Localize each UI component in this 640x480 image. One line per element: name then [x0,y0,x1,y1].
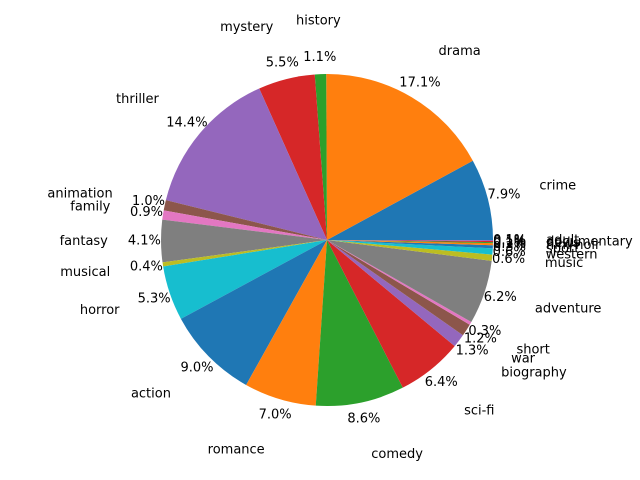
slice-label-family: family [70,199,110,214]
pie-slice-mystery [259,74,327,240]
slice-label-animation: animation [47,187,112,202]
pct-label-sci-fi: 6.4% [425,375,458,390]
percentage-labels: 7.9% 17.1% 1.1% 5.5% 14.4% 1.0%0.9% 4.1% 0.4% 5.… [128,50,526,426]
pct-label-documentary: 0.1% [493,234,526,249]
pie-slice-horror [163,240,327,319]
pct-label-crime: 7.9% [487,188,520,203]
slice-label-film-noir: film-noir [546,238,601,253]
pct-label-news: 0.1% [493,235,526,250]
slice-label-biography: biography [501,366,567,381]
slice-label-horror: horror [80,303,120,318]
pct-label-family: 0.9% [130,205,163,220]
slice-label-adventure: adventure [535,302,602,317]
pie-slice-animation [163,200,327,240]
pie-slice-family [162,210,327,240]
pie-slice-documentary [327,240,493,243]
slice-label-war: war [511,351,536,366]
pie-slice-musical [162,240,327,267]
pie-slice-drama [326,74,473,240]
pct-label-sport: 0.3% [493,240,526,255]
slice-label-drama: drama [439,44,481,59]
slice-label-music: music [545,256,583,271]
slice-label-short: short [516,343,549,358]
pie-slice-biography [327,240,463,347]
pie-slice-thriller [165,88,327,240]
category-labels: crime drama history mystery thriller animatio… [47,14,633,463]
pct-label-drama: 17.1% [399,75,440,90]
slice-label-musical: musical [60,265,110,280]
pie-slice-history [314,74,327,240]
pct-label-music: 0.6% [492,252,525,267]
pct-label-western: 0.6% [493,245,526,260]
pie-slice-music [327,240,493,261]
pie-slice-comedy [315,240,403,406]
pct-label-history: 1.1% [303,50,336,65]
slice-label-action: action [131,386,171,401]
pct-label-romance: 7.0% [259,408,292,423]
slice-label-sport: sport [546,241,579,256]
pct-label-adventure: 6.2% [484,290,517,305]
pct-label-fantasy: 4.1% [128,234,161,249]
pct-label-film-noir: 0.2% [493,237,526,252]
pct-label-thriller: 14.4% [166,115,207,130]
slice-label-history: history [296,14,341,29]
slice-label-thriller: thriller [116,92,160,107]
pct-label-comedy: 8.6% [347,411,380,426]
pct-label-musical: 0.4% [130,259,163,274]
pie-slice-news [327,240,493,244]
slice-label-news: news [546,236,580,251]
pie-slice-sci-fi [327,240,455,388]
slice-label-crime: crime [539,179,576,194]
pct-label-war: 1.2% [464,332,497,347]
pie-slice-war [327,240,470,336]
pie-slice-western [327,240,493,255]
pie-slice-crime [327,160,493,240]
slice-label-sci-fi: sci-fi [464,403,494,418]
pct-label-animation: 1.0% [132,194,165,209]
slice-label-western: western [546,248,598,263]
slice-label-mystery: mystery [220,20,274,35]
pct-label-short: 0.3% [468,324,501,339]
pct-label-adult: 0.1% [493,233,526,248]
pie-slice-film-noir [327,240,493,246]
pie-slice-short [327,240,472,325]
pct-label-horror: 5.3% [138,291,171,306]
pie-wedges [160,74,493,406]
pie-slice-action [180,240,327,385]
slice-label-romance: romance [208,443,265,458]
pie-slice-adventure [327,240,492,323]
pie-slice-fantasy [160,219,327,263]
pct-label-biography: 1.3% [456,343,489,358]
slice-label-adult: adult [546,233,579,248]
slice-label-fantasy: fantasy [60,234,109,249]
pie-slice-romance [246,240,327,406]
pct-label-action: 9.0% [180,361,213,376]
slice-label-documentary: documentary [546,235,633,250]
pct-label-mystery: 5.5% [266,55,299,70]
pie-slice-sport [327,240,493,249]
slice-label-comedy: comedy [371,447,423,462]
pie-slice-adult [327,240,493,242]
